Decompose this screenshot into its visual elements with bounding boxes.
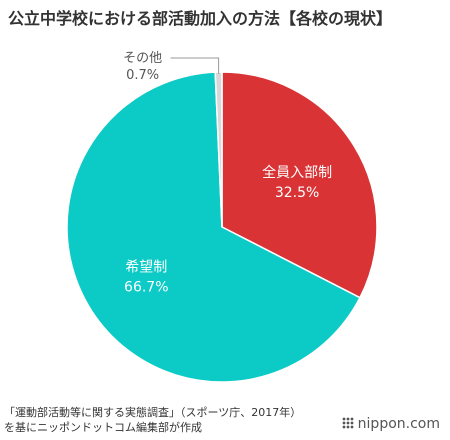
brand-text: nippon.com [357, 416, 440, 432]
brand-logo: nippon.com [341, 416, 440, 432]
slice-all-members [221, 71, 378, 299]
label-all-members-value: 32.5% [275, 185, 319, 201]
source-line-1: 「運動部活動等に関する実態調査」（スポーツ庁、2017年） [4, 406, 302, 419]
source-line-2: を基にニッポンドットコム編集部が作成 [4, 421, 202, 434]
label-other-value: 0.7% [126, 68, 159, 83]
label-all-members-name: 全員入部制 [262, 164, 332, 181]
brand-dots-icon [341, 417, 354, 429]
slice-voluntary [66, 71, 361, 383]
label-voluntary-name: 希望制 [125, 260, 167, 276]
leader-line-other [170, 57, 220, 74]
chart-title: 公立中学校における部活動加入の方法【各校の現状】 [8, 9, 393, 28]
label-voluntary-value: 66.7% [124, 280, 168, 296]
source-note: 「運動部活動等に関する実態調査」（スポーツ庁、2017年） を基にニッポンドット… [4, 405, 301, 435]
label-other-name: その他 [123, 51, 162, 66]
